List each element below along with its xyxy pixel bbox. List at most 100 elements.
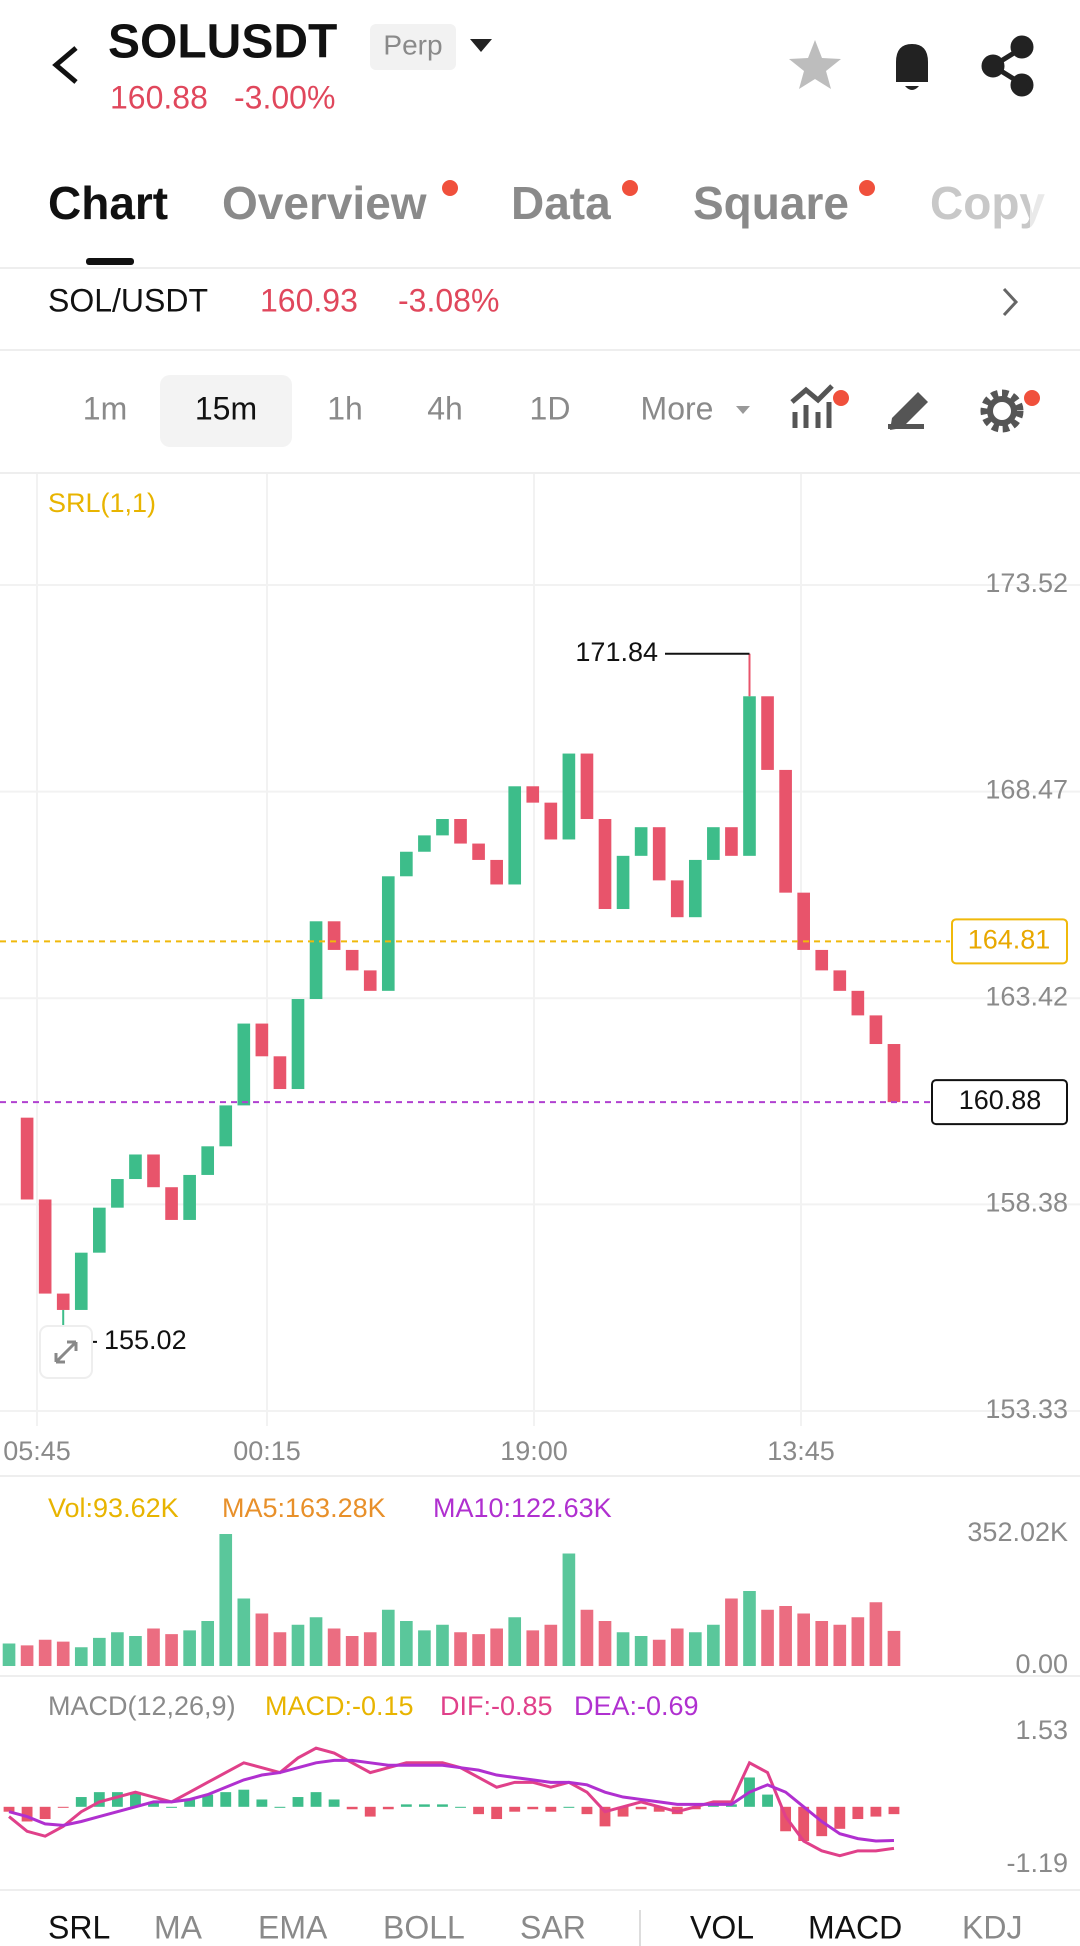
interval[interactable]: 1D xyxy=(530,390,571,426)
dif-line xyxy=(8,1746,895,1858)
volume-bar xyxy=(255,1613,269,1666)
macd-bar xyxy=(328,1799,340,1807)
tab[interactable]: Copy xyxy=(930,177,1045,229)
volume-bar xyxy=(616,1632,630,1666)
indicator-tab[interactable]: SAR xyxy=(520,1909,586,1945)
macd-bar xyxy=(238,1789,250,1807)
macd-bar xyxy=(220,1792,232,1807)
volume-bar xyxy=(851,1617,865,1666)
header-price: 160.88 xyxy=(110,79,208,115)
volume-bar xyxy=(165,1634,178,1666)
macd-legend: MACD(12,26,9) xyxy=(48,1691,236,1721)
settings-icon[interactable] xyxy=(980,389,1024,433)
volume-bar xyxy=(400,1621,413,1666)
macd-bar xyxy=(364,1806,376,1817)
interval[interactable]: 1h xyxy=(327,390,363,426)
macd-bar xyxy=(798,1806,810,1842)
indicator-icon[interactable] xyxy=(790,384,834,428)
ticker-price: 160.93 xyxy=(260,282,358,318)
indicator-tab[interactable]: SRL xyxy=(48,1909,110,1945)
volume-bar xyxy=(111,1632,124,1666)
candle xyxy=(165,1187,178,1220)
candle xyxy=(38,1199,52,1294)
indicator-tab[interactable]: MACD xyxy=(808,1909,902,1945)
indicator-tab[interactable]: KDJ xyxy=(962,1909,1022,1945)
pair: SOL/USDT xyxy=(48,282,208,318)
volume-bar xyxy=(345,1636,359,1666)
candle xyxy=(255,1023,269,1057)
macd-bar xyxy=(346,1806,358,1810)
badge: Perp xyxy=(383,29,442,60)
candle xyxy=(580,753,594,820)
indicator-tab[interactable]: EMA xyxy=(258,1909,328,1945)
candle xyxy=(779,769,792,893)
volume-bar xyxy=(815,1621,829,1666)
volume-bar xyxy=(2,1643,16,1666)
volume-bar xyxy=(418,1630,431,1666)
candle xyxy=(815,949,829,971)
interval[interactable]: 15m xyxy=(195,390,257,426)
tab[interactable]: Chart xyxy=(48,177,168,229)
share-icon[interactable] xyxy=(981,35,1034,97)
volume-bar xyxy=(93,1637,106,1666)
volume-bar xyxy=(38,1639,52,1666)
macd-bar xyxy=(635,1806,647,1810)
badge-dot xyxy=(833,390,849,406)
volume-bar xyxy=(580,1609,594,1666)
favorite-icon[interactable] xyxy=(789,40,841,89)
macd-bar xyxy=(184,1799,196,1807)
volume-bar xyxy=(201,1621,215,1666)
draw-icon[interactable] xyxy=(888,392,928,430)
volume-bar xyxy=(129,1636,142,1666)
interval[interactable]: 4h xyxy=(427,390,463,426)
dea-line xyxy=(8,1758,895,1843)
volume-bar xyxy=(688,1632,702,1666)
indicator-tab[interactable]: VOL xyxy=(690,1909,754,1945)
tab[interactable]: Data xyxy=(511,177,611,229)
macd-bar xyxy=(166,1806,177,1808)
dropdown[interactable] xyxy=(470,39,492,52)
low-label: 155.02 xyxy=(104,1325,187,1355)
macd-bar xyxy=(418,1804,430,1807)
volume-bar xyxy=(472,1634,485,1666)
macd-bar xyxy=(852,1806,864,1820)
volume-bar xyxy=(454,1632,467,1666)
indicator-tab[interactable]: MA xyxy=(154,1909,203,1945)
interval[interactable]: 1m xyxy=(83,390,127,426)
macd-bar xyxy=(111,1792,123,1807)
candle xyxy=(454,819,467,844)
back-button[interactable] xyxy=(52,46,78,84)
tab[interactable]: Square xyxy=(693,177,849,229)
candle xyxy=(219,1105,233,1147)
candle xyxy=(508,786,522,885)
candle xyxy=(833,970,847,991)
macd-bar xyxy=(57,1806,69,1808)
macd-bar xyxy=(148,1801,159,1807)
candle xyxy=(688,859,702,918)
volume-bar xyxy=(436,1624,449,1666)
volume-bar xyxy=(598,1621,612,1666)
candle xyxy=(761,696,774,770)
macd-bar xyxy=(310,1792,322,1807)
macd-bar xyxy=(473,1806,485,1815)
macd-bar xyxy=(75,1797,87,1807)
candle xyxy=(381,876,395,991)
candle xyxy=(418,835,431,852)
candle xyxy=(616,855,630,910)
tab[interactable]: Overview xyxy=(222,177,427,229)
volume-bar xyxy=(562,1553,576,1666)
indicator-tab[interactable]: BOLL xyxy=(383,1909,465,1945)
badge-dot xyxy=(622,180,638,196)
interval[interactable]: More xyxy=(641,390,714,426)
alert-icon[interactable] xyxy=(896,44,928,90)
chevron[interactable] xyxy=(1002,287,1019,317)
fade xyxy=(1030,170,1080,250)
interval-selected-bg xyxy=(160,375,292,447)
x-tick-label: 19:00 xyxy=(500,1436,568,1466)
candle xyxy=(436,819,449,836)
macd-bar xyxy=(762,1794,773,1807)
candle xyxy=(797,892,810,950)
volume-bar xyxy=(779,1606,792,1666)
volume-bar xyxy=(273,1632,287,1666)
candle xyxy=(634,827,648,856)
